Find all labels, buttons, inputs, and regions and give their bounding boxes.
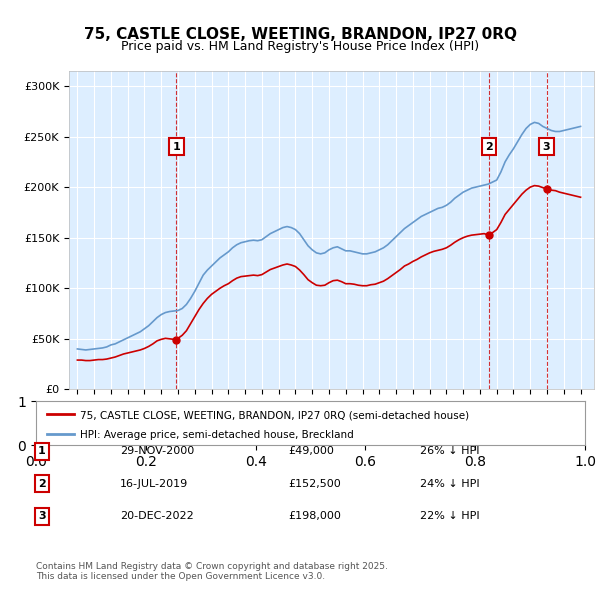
Text: 1: 1 <box>38 447 46 456</box>
Text: 1: 1 <box>172 142 180 152</box>
Text: 2: 2 <box>485 142 493 152</box>
Text: 16-JUL-2019: 16-JUL-2019 <box>120 479 188 489</box>
Text: 3: 3 <box>543 142 550 152</box>
Text: 22% ↓ HPI: 22% ↓ HPI <box>420 512 479 521</box>
Text: £49,000: £49,000 <box>288 447 334 456</box>
Text: 3: 3 <box>38 512 46 521</box>
Text: 75, CASTLE CLOSE, WEETING, BRANDON, IP27 0RQ: 75, CASTLE CLOSE, WEETING, BRANDON, IP27… <box>83 27 517 41</box>
Text: 24% ↓ HPI: 24% ↓ HPI <box>420 479 479 489</box>
Text: £152,500: £152,500 <box>288 479 341 489</box>
Text: £198,000: £198,000 <box>288 512 341 521</box>
Text: Contains HM Land Registry data © Crown copyright and database right 2025.
This d: Contains HM Land Registry data © Crown c… <box>36 562 388 581</box>
Text: Price paid vs. HM Land Registry's House Price Index (HPI): Price paid vs. HM Land Registry's House … <box>121 40 479 53</box>
Text: 29-NOV-2000: 29-NOV-2000 <box>120 447 194 456</box>
Text: 20-DEC-2022: 20-DEC-2022 <box>120 512 194 521</box>
Text: 26% ↓ HPI: 26% ↓ HPI <box>420 447 479 456</box>
Text: HPI: Average price, semi-detached house, Breckland: HPI: Average price, semi-detached house,… <box>80 430 353 440</box>
Text: 75, CASTLE CLOSE, WEETING, BRANDON, IP27 0RQ (semi-detached house): 75, CASTLE CLOSE, WEETING, BRANDON, IP27… <box>80 411 469 420</box>
Text: 2: 2 <box>38 479 46 489</box>
